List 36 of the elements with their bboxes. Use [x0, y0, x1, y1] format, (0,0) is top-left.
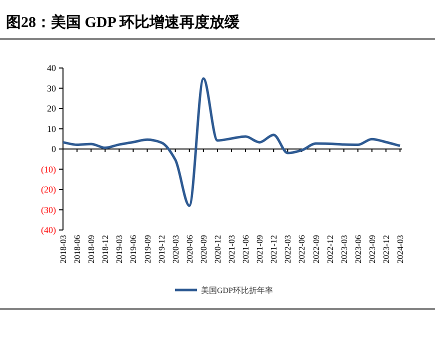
x-tick-label: 2023-09 — [366, 235, 377, 264]
x-tick-label: 2022-03 — [282, 235, 293, 264]
x-tick-label: 2022-09 — [310, 235, 321, 264]
x-tick-label: 2019-03 — [114, 235, 124, 264]
x-tick-label: 2020-03 — [170, 235, 180, 264]
x-tick-label: 2018-06 — [72, 235, 82, 264]
x-tick-label: 2019-06 — [128, 235, 138, 264]
x-tick-label: 2019-12 — [156, 235, 166, 264]
x-tick-label: 2023-12 — [380, 235, 391, 264]
x-tick-label: 2021-12 — [268, 235, 279, 264]
y-tick-label: (20) — [41, 184, 56, 194]
x-tick-label: 2021-09 — [254, 235, 265, 264]
y-tick-label: (30) — [41, 204, 56, 215]
x-tick-label: 2020-09 — [198, 235, 208, 264]
y-tick-label: 30 — [47, 83, 56, 94]
x-tick-label: 2022-12 — [324, 235, 335, 264]
x-tick-label: 2018-09 — [86, 235, 96, 264]
y-tick-label: 0 — [52, 144, 56, 154]
y-tick-label: (40) — [41, 225, 56, 235]
x-tick-label: 2018-03 — [58, 235, 68, 264]
x-tick-label: 2022-06 — [296, 235, 307, 264]
y-tick-label: 20 — [47, 104, 56, 114]
x-tick-label: 2024-03 — [395, 235, 405, 264]
y-tick-label: 10 — [47, 124, 56, 134]
x-tick-label: 2023-06 — [352, 235, 363, 264]
chart-title: 图28：美国 GDP 环比增速再度放缓 — [6, 13, 240, 31]
x-tick-label: 2020-12 — [212, 235, 222, 264]
legend-label: 美国GDP环比折年率 — [201, 286, 274, 295]
x-tick-label: 2023-03 — [338, 235, 349, 264]
x-tick-label: 2019-09 — [142, 235, 152, 264]
x-tick-label: 2021-06 — [240, 235, 251, 264]
y-tick-label: 40 — [47, 63, 56, 73]
x-tick-label: 2018-12 — [100, 235, 110, 264]
y-tick-label: (10) — [41, 164, 56, 174]
x-tick-label: 2020-06 — [184, 235, 194, 264]
x-tick-label: 2021-03 — [226, 235, 236, 264]
